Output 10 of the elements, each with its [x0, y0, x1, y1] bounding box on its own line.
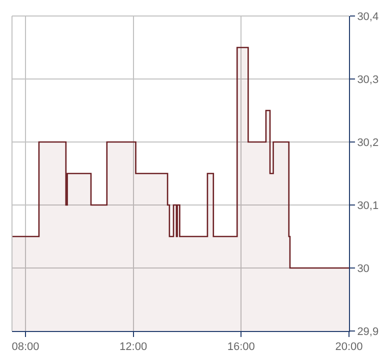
- y-tick-label: 30,2: [357, 136, 379, 149]
- y-tick-label: 30,3: [357, 74, 379, 86]
- y-tick-label: 29,9: [357, 326, 379, 338]
- y-tick-label: 30,1: [357, 200, 379, 212]
- y-tick-label: 30,4: [357, 10, 379, 23]
- x-tick-label: 20:00: [335, 341, 363, 354]
- y-tick-label: 30: [357, 262, 370, 275]
- x-tick-label: 16:00: [227, 341, 255, 354]
- x-tick-label: 08:00: [12, 341, 40, 354]
- x-tick-label: 12:00: [120, 341, 148, 354]
